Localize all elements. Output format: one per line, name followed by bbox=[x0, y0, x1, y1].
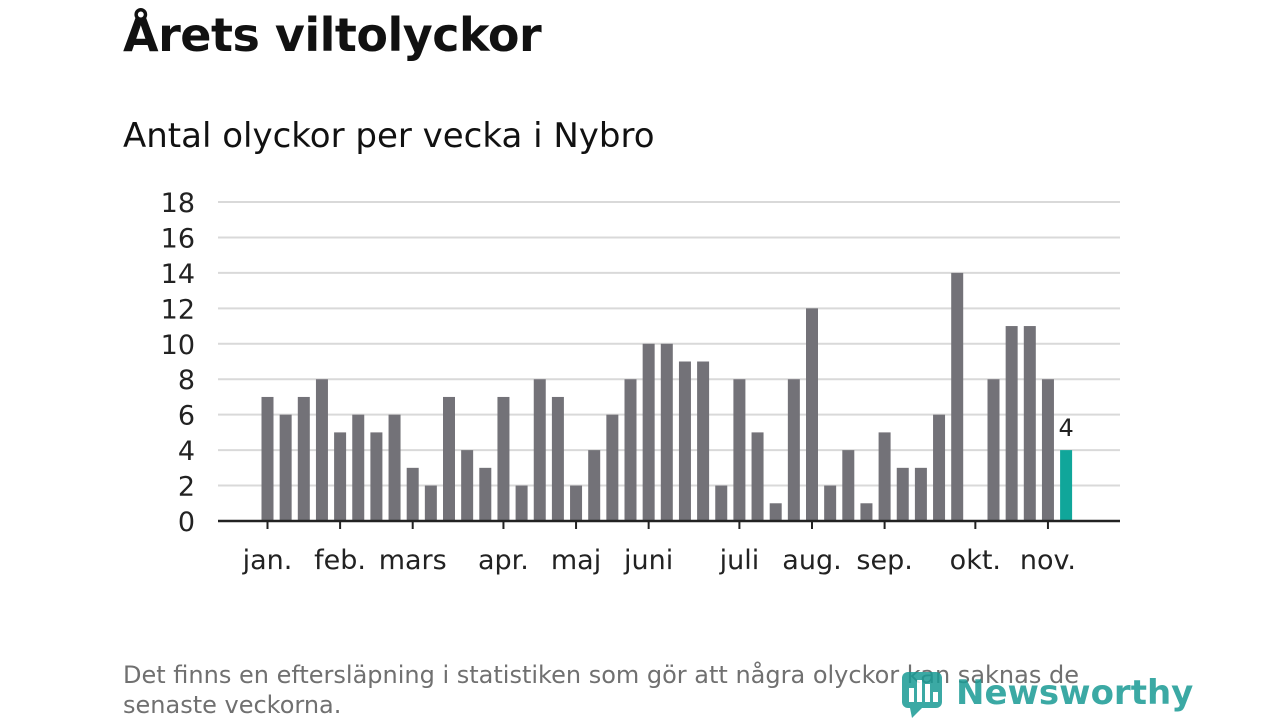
y-tick-label: 0 bbox=[178, 507, 195, 538]
bar bbox=[733, 379, 746, 521]
bar-chart-logo-icon bbox=[900, 668, 944, 718]
x-tick-label: nov. bbox=[1020, 545, 1076, 576]
bar bbox=[388, 414, 401, 521]
bar bbox=[951, 272, 964, 521]
bar bbox=[787, 379, 800, 521]
bar bbox=[715, 485, 728, 521]
bar bbox=[315, 379, 328, 521]
bar bbox=[624, 379, 637, 521]
bar bbox=[497, 396, 510, 521]
bar bbox=[824, 485, 837, 521]
bar bbox=[443, 396, 455, 521]
x-tick-label: feb. bbox=[314, 545, 366, 576]
bar bbox=[1005, 326, 1018, 521]
x-tick-label: maj bbox=[551, 545, 601, 576]
bar bbox=[987, 379, 1000, 521]
chart-title: Årets viltolyckor bbox=[123, 8, 542, 62]
x-tick-label: okt. bbox=[950, 545, 1001, 576]
y-tick-label: 18 bbox=[161, 188, 195, 219]
bar bbox=[551, 396, 564, 521]
y-tick-label: 2 bbox=[178, 472, 195, 503]
bar bbox=[878, 432, 891, 521]
brand-name: Newsworthy bbox=[956, 673, 1194, 713]
bar bbox=[660, 343, 673, 521]
bar bbox=[842, 450, 855, 521]
bar bbox=[642, 343, 655, 521]
y-tick-label: 14 bbox=[161, 259, 195, 290]
x-tick-label: jan. bbox=[242, 545, 293, 576]
bar bbox=[424, 485, 437, 521]
bar bbox=[279, 414, 292, 521]
bar bbox=[697, 361, 710, 521]
bar-highlighted bbox=[1060, 450, 1073, 521]
bar bbox=[461, 450, 474, 521]
bar bbox=[769, 503, 782, 521]
bar bbox=[261, 396, 274, 521]
y-tick-label: 10 bbox=[161, 330, 195, 361]
bar bbox=[479, 467, 492, 521]
bar bbox=[806, 308, 818, 521]
bar bbox=[570, 485, 583, 521]
y-tick-label: 12 bbox=[161, 294, 195, 325]
x-tick-label: sep. bbox=[856, 545, 912, 576]
bar bbox=[588, 450, 601, 521]
y-tick-label: 8 bbox=[178, 365, 195, 396]
bar bbox=[606, 414, 619, 521]
x-tick-label: mars bbox=[379, 545, 447, 576]
data-labels: 4 bbox=[1058, 414, 1073, 442]
x-tick-label: aug. bbox=[782, 545, 841, 576]
bar bbox=[678, 361, 691, 521]
bar bbox=[515, 485, 528, 521]
bar bbox=[1041, 379, 1054, 521]
y-tick-label: 4 bbox=[178, 436, 195, 467]
bar bbox=[370, 432, 383, 521]
y-tick-label: 6 bbox=[178, 401, 195, 432]
x-tick-label: juni bbox=[623, 545, 673, 576]
x-tick-label: apr. bbox=[478, 545, 529, 576]
bar bbox=[933, 414, 946, 521]
bar bbox=[914, 467, 927, 521]
x-axis-ticks: jan. feb. mars apr. maj juni juli aug. sep. okt. n… bbox=[242, 521, 1076, 576]
bar bbox=[533, 379, 546, 521]
newsworthy-logo: Newsworthy bbox=[900, 668, 1193, 718]
bar bbox=[1023, 326, 1036, 521]
bar bbox=[896, 467, 909, 521]
bar bbox=[860, 503, 873, 521]
bar bbox=[406, 467, 419, 521]
bar bbox=[334, 432, 347, 521]
bar bbox=[297, 396, 310, 521]
x-tick-label: juli bbox=[719, 545, 760, 576]
bar bbox=[751, 432, 764, 521]
chart-subtitle: Antal olyckor per vecka i Nybro bbox=[123, 116, 655, 156]
bars bbox=[261, 272, 1073, 521]
bar bbox=[352, 414, 365, 521]
highlight-value-label: 4 bbox=[1058, 414, 1073, 442]
y-axis-ticks: 0 2 4 6 8 10 12 14 16 18 bbox=[161, 188, 195, 538]
y-tick-label: 16 bbox=[161, 223, 195, 254]
